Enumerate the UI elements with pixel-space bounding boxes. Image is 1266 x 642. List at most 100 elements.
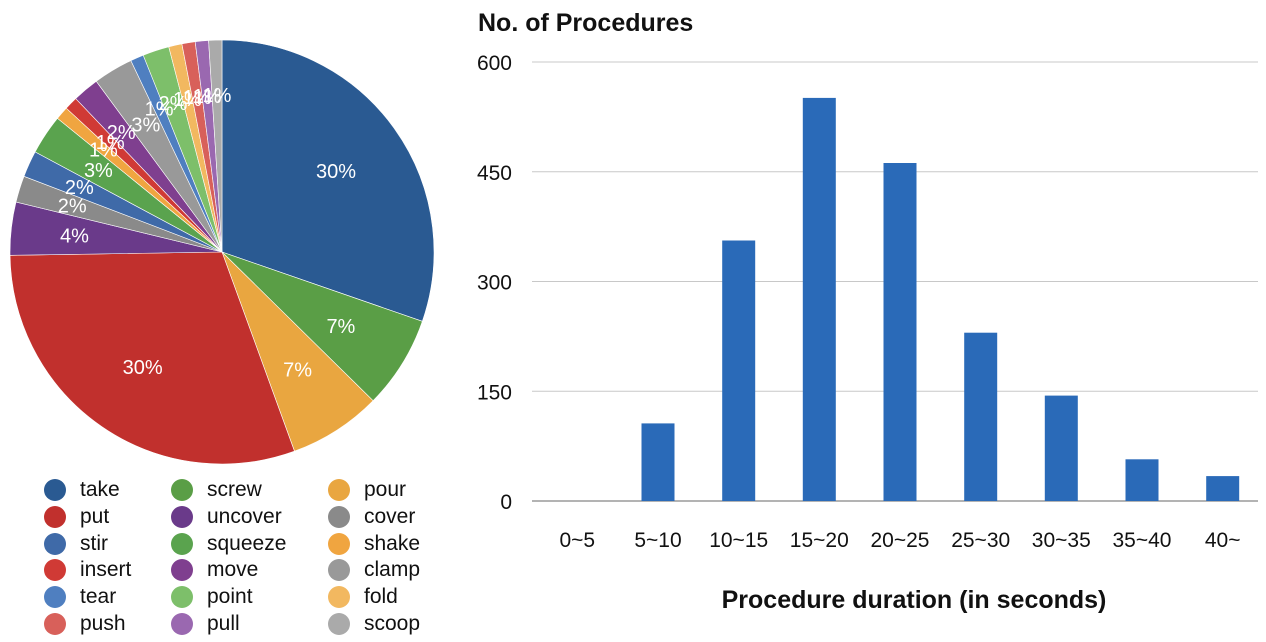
legend-label: move [207, 558, 259, 582]
legend-swatch [328, 479, 350, 501]
pie-slices [9, 39, 435, 465]
legend-label: point [207, 585, 253, 609]
pie-label-put: 30% [123, 357, 163, 379]
pie-label-push: 1% [183, 87, 212, 109]
legend-swatch [171, 532, 193, 555]
legend-swatch [328, 505, 350, 528]
legend-item-pour: pour [328, 477, 406, 503]
x-tick-label: 35~40 [1113, 529, 1172, 552]
pie-label-squeeze: 3% [84, 160, 113, 182]
pie-label-cover: 2% [58, 195, 87, 217]
bar-40~ [1206, 476, 1240, 501]
bar-20~25 [883, 163, 917, 501]
legend-swatch [44, 613, 66, 635]
legend-item-cover: cover [328, 504, 415, 530]
legend-label: squeeze [207, 531, 287, 555]
legend-item-put: put [44, 504, 109, 530]
legend-item-screw: screw [171, 477, 262, 503]
legend-item-scoop: scoop [328, 611, 420, 637]
bar-15~20 [802, 97, 836, 502]
pie-labels: 30%7%7%30%4%2%2%3%1%1%2%3%1%2%1%1%1%1% [58, 85, 356, 382]
legend-label: tear [80, 585, 117, 609]
pie-label-pour: 7% [283, 360, 312, 382]
legend-swatch [328, 532, 350, 555]
pie-label-point: 2% [159, 93, 188, 115]
pie-label-take: 30% [316, 161, 356, 183]
y-tick-label: 300 [477, 272, 512, 295]
pie-label-screw: 7% [326, 316, 355, 338]
legend-label: put [80, 504, 110, 528]
x-tick-label: 0~5 [559, 529, 595, 552]
legend-item-move: move [171, 557, 258, 583]
legend-swatch [44, 586, 66, 609]
bar-10~15 [722, 240, 756, 501]
legend-label: scoop [364, 612, 421, 635]
legend-swatch [328, 559, 350, 582]
pie-label-fold: 1% [173, 89, 202, 111]
y-tick-label: 0 [500, 491, 512, 514]
legend-swatch [171, 505, 193, 528]
y-tick-label: 150 [477, 381, 512, 404]
pie-slice-scoop [208, 39, 223, 253]
legend-item-squeeze: squeeze [171, 531, 286, 557]
bar-30~35 [1044, 395, 1078, 501]
legend-swatch [171, 479, 193, 501]
bar-35~40 [1125, 459, 1159, 501]
pie-label-move: 2% [107, 122, 136, 144]
legend-label: screw [207, 478, 262, 501]
legend-label: fold [364, 585, 398, 609]
x-tick-labels: 0~5 5~10 10~15 15~20 20~25 25~30 30~35 35~40 40~ [559, 529, 1240, 552]
legend-swatch [171, 586, 193, 609]
pie-label-scoop: 1% [203, 85, 232, 107]
legend-label: pull [207, 612, 240, 635]
legend-item-point: point [171, 584, 253, 610]
legend-label: take [80, 478, 120, 501]
bar-25~30 [964, 332, 998, 501]
bars [641, 97, 1240, 502]
x-tick-label: 25~30 [951, 529, 1010, 552]
legend-item-tear: tear [44, 584, 116, 610]
legend-swatch [44, 479, 66, 501]
x-tick-label: 20~25 [871, 529, 930, 552]
legend-label: stir [80, 531, 108, 555]
y-tick-label: 450 [477, 162, 512, 185]
x-tick-label: 10~15 [709, 529, 768, 552]
legend-label: insert [80, 558, 132, 582]
pie-label-shake: 1% [89, 139, 118, 161]
legend-label: uncover [207, 504, 282, 528]
x-tick-label: 5~10 [634, 529, 681, 552]
legend-item-push: push [44, 611, 126, 637]
legend-item-insert: insert [44, 557, 131, 583]
legend-swatch [44, 532, 66, 555]
legend-item-stir: stir [44, 531, 108, 557]
pie-label-uncover: 4% [60, 226, 89, 248]
legend-label: cover [364, 504, 416, 528]
legend-label: pour [364, 478, 407, 501]
legend-swatch [171, 613, 193, 635]
legend-item-uncover: uncover [171, 504, 282, 530]
legend-item-take: take [44, 477, 120, 503]
legend-swatch [44, 505, 66, 528]
pie-label-tear: 1% [145, 98, 174, 120]
legend-item-clamp: clamp [328, 557, 420, 583]
x-tick-label: 30~35 [1032, 529, 1091, 552]
x-tick-label: 40~ [1205, 529, 1241, 552]
pie-slice-put [9, 251, 295, 465]
legend-label: shake [364, 531, 421, 555]
pie-legend: take screw pour put uncover cover stir squeeze s… [44, 477, 444, 642]
pie-label-insert: 1% [96, 132, 125, 154]
legend-item-fold: fold [328, 584, 398, 610]
legend-item-shake: shake [328, 531, 420, 557]
legend-label: push [80, 612, 126, 635]
legend-label: clamp [364, 558, 421, 582]
legend-swatch [44, 559, 66, 582]
y-tick-label: 600 [477, 52, 512, 75]
y-tick-labels: 0 150 300 450 600 [477, 52, 512, 514]
x-tick-label: 15~20 [790, 529, 849, 552]
legend-item-pull: pull [171, 611, 240, 637]
bar-5~10 [641, 423, 675, 501]
pie-chart: 30%7%7%30%4%2%2%3%1%1%2%3%1%2%1%1%1%1% [9, 39, 435, 465]
legend-swatch [171, 559, 193, 582]
chart-title: No. of Procedures [478, 9, 693, 37]
